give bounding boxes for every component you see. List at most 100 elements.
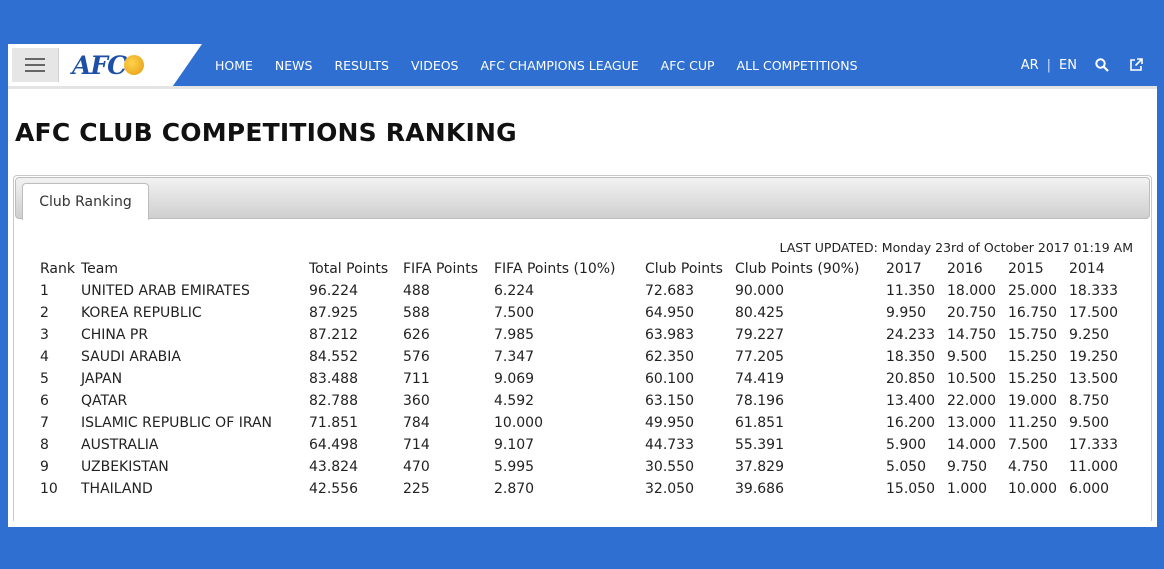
cell-fifa-points-10: 9.069 xyxy=(494,371,535,387)
cell-total-points: 96.224 xyxy=(309,283,358,299)
hamburger-menu-icon[interactable] xyxy=(12,48,59,82)
cell-2014: 17.333 xyxy=(1069,437,1118,453)
cell-2015: 7.500 xyxy=(1008,437,1049,453)
cell-team: KOREA REPUBLIC xyxy=(81,305,202,321)
cell-team: UZBEKISTAN xyxy=(81,459,169,475)
football-icon xyxy=(124,55,145,75)
cell-total-points: 83.488 xyxy=(309,371,358,387)
header-fifa-points: FIFA Points xyxy=(403,261,479,277)
cell-2016: 14.750 xyxy=(947,327,996,343)
cell-fifa-points-10: 7.985 xyxy=(494,327,535,343)
cell-2014: 18.333 xyxy=(1069,283,1118,299)
table-row: 4 SAUDI ARABIA 84.552 576 7.347 62.350 77.205 1… xyxy=(40,346,1130,368)
cell-2017: 16.200 xyxy=(886,415,935,431)
cell-2017: 5.050 xyxy=(886,459,927,475)
cell-2017: 18.350 xyxy=(886,349,935,365)
nav-afc-champions-league[interactable]: AFC CHAMPIONS LEAGUE xyxy=(480,57,639,73)
cell-2016: 22.000 xyxy=(947,393,996,409)
header-2016: 2016 xyxy=(947,261,983,277)
cell-rank: 9 xyxy=(40,459,49,475)
cell-team: JAPAN xyxy=(81,371,123,387)
cell-2015: 15.750 xyxy=(1008,327,1057,343)
nav-news[interactable]: NEWS xyxy=(274,57,313,73)
cell-2015: 10.000 xyxy=(1008,481,1057,497)
header-2014: 2014 xyxy=(1069,261,1105,277)
cell-rank: 4 xyxy=(40,349,49,365)
cell-2015: 4.750 xyxy=(1008,459,1049,475)
cell-fifa-points: 576 xyxy=(403,349,430,365)
table-row: 3 CHINA PR 87.212 626 7.985 63.983 79.227 24.23… xyxy=(40,324,1130,346)
cell-2017: 9.950 xyxy=(886,305,927,321)
nav-results[interactable]: RESULTS xyxy=(334,57,389,73)
cell-total-points: 64.498 xyxy=(309,437,358,453)
cell-fifa-points-10: 7.500 xyxy=(494,305,535,321)
cell-fifa-points-10: 6.224 xyxy=(494,283,535,299)
cell-club-points-90: 77.205 xyxy=(735,349,784,365)
header-team: Team xyxy=(81,261,119,277)
cell-2017: 5.900 xyxy=(886,437,927,453)
cell-team: SAUDI ARABIA xyxy=(81,349,181,365)
cell-fifa-points: 626 xyxy=(403,327,430,343)
cell-rank: 2 xyxy=(40,305,49,321)
cell-2014: 6.000 xyxy=(1069,481,1110,497)
cell-club-points-90: 80.425 xyxy=(735,305,784,321)
cell-rank: 7 xyxy=(40,415,49,431)
cell-club-points-90: 61.851 xyxy=(735,415,784,431)
cell-2017: 15.050 xyxy=(886,481,935,497)
ranking-table: Rank Team Total Points FIFA Points FIFA … xyxy=(40,258,1130,500)
cell-2016: 13.000 xyxy=(947,415,996,431)
table-row: 6 QATAR 82.788 360 4.592 63.150 78.196 13.400 22… xyxy=(40,390,1130,412)
cell-team: UNITED ARAB EMIRATES xyxy=(81,283,250,299)
nav-videos[interactable]: VIDEOS xyxy=(410,57,459,73)
nav-divider xyxy=(8,86,1157,89)
cell-team: AUSTRALIA xyxy=(81,437,159,453)
nav-afc-cup[interactable]: AFC CUP xyxy=(660,57,715,73)
cell-2016: 10.500 xyxy=(947,371,996,387)
header-2015: 2015 xyxy=(1008,261,1044,277)
cell-club-points: 64.950 xyxy=(645,305,694,321)
cell-total-points: 82.788 xyxy=(309,393,358,409)
afc-logo[interactable]: AFC xyxy=(72,50,152,80)
page-title: AFC CLUB COMPETITIONS RANKING xyxy=(15,118,517,147)
cell-total-points: 42.556 xyxy=(309,481,358,497)
tab-club-ranking[interactable]: Club Ranking xyxy=(22,183,149,220)
search-icon[interactable] xyxy=(1095,58,1109,72)
cell-2016: 18.000 xyxy=(947,283,996,299)
cell-rank: 1 xyxy=(40,283,49,299)
cell-total-points: 87.212 xyxy=(309,327,358,343)
cell-2015: 11.250 xyxy=(1008,415,1057,431)
nav-all-competitions[interactable]: ALL COMPETITIONS xyxy=(736,57,858,73)
browser-frame: AFC HOME NEWS RESULTS VIDEOS AFC CHAMPIO… xyxy=(8,44,1157,527)
nav-home[interactable]: HOME xyxy=(215,57,253,73)
cell-fifa-points-10: 4.592 xyxy=(494,393,535,409)
tab-bar: Club Ranking xyxy=(15,177,1150,220)
cell-fifa-points-10: 2.870 xyxy=(494,481,535,497)
cell-club-points: 63.983 xyxy=(645,327,694,343)
cell-total-points: 84.552 xyxy=(309,349,358,365)
main-nav-links: HOME NEWS RESULTS VIDEOS AFC CHAMPIONS L… xyxy=(215,44,880,86)
lang-ar-link[interactable]: AR xyxy=(1020,57,1039,73)
cell-fifa-points-10: 5.995 xyxy=(494,459,535,475)
cell-club-points: 49.950 xyxy=(645,415,694,431)
header-total-points: Total Points xyxy=(309,261,389,277)
cell-fifa-points: 360 xyxy=(403,393,430,409)
lang-en-link[interactable]: EN xyxy=(1059,57,1077,73)
cell-2017: 13.400 xyxy=(886,393,935,409)
cell-club-points-90: 79.227 xyxy=(735,327,784,343)
cell-2014: 19.250 xyxy=(1069,349,1118,365)
external-link-icon[interactable] xyxy=(1129,58,1143,72)
cell-club-points-90: 55.391 xyxy=(735,437,784,453)
cell-total-points: 87.925 xyxy=(309,305,358,321)
cell-2016: 14.000 xyxy=(947,437,996,453)
table-row: 1 UNITED ARAB EMIRATES 96.224 488 6.224 72.68… xyxy=(40,280,1130,302)
cell-club-points-90: 37.829 xyxy=(735,459,784,475)
header-club-points-90: Club Points (90%) xyxy=(735,261,860,277)
cell-club-points: 32.050 xyxy=(645,481,694,497)
ranking-panel: Club Ranking LAST UPDATED: Monday 23rd o… xyxy=(13,175,1152,521)
cell-fifa-points: 784 xyxy=(403,415,430,431)
header-fifa-points-10: FIFA Points (10%) xyxy=(494,261,616,277)
header-rank: Rank xyxy=(40,261,75,277)
table-row: 9 UZBEKISTAN 43.824 470 5.995 30.550 37.829 5.0… xyxy=(40,456,1130,478)
cell-2015: 25.000 xyxy=(1008,283,1057,299)
cell-team: QATAR xyxy=(81,393,128,409)
